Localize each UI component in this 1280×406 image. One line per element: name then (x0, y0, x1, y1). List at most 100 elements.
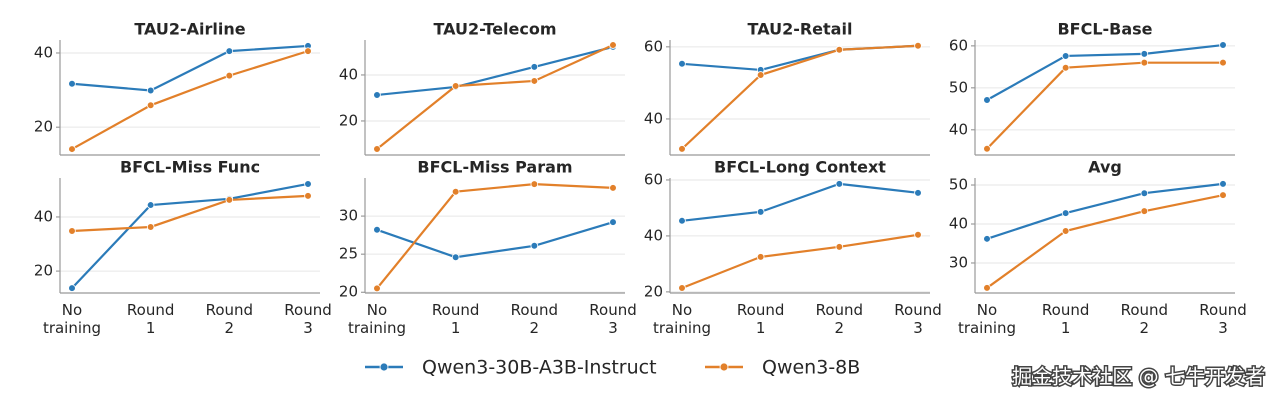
watermark: 掘金技术社区 @ 七牛开发者 (1012, 365, 1265, 389)
point (1219, 191, 1227, 199)
y-tick-label: 40 (644, 109, 663, 127)
point (68, 284, 76, 292)
point (451, 82, 460, 90)
point (1061, 209, 1070, 217)
point (68, 79, 76, 88)
point (1219, 58, 1227, 67)
x-tick-label: Round 1 (1042, 301, 1089, 337)
series-line (71, 182, 309, 289)
series-line (986, 182, 1224, 240)
point (1140, 189, 1149, 198)
x-tick-label: Round 3 (284, 301, 331, 337)
chart-title: Avg (1088, 158, 1122, 177)
x-tick-label: Round 3 (894, 301, 941, 337)
point (678, 145, 686, 153)
y-tick-label: 50 (949, 176, 968, 194)
point (983, 144, 991, 153)
point (756, 208, 765, 216)
legend-label: Qwen3-8B (762, 357, 860, 379)
point (914, 41, 922, 50)
point (68, 145, 76, 153)
point (530, 241, 539, 250)
series-line (376, 182, 614, 290)
chart-title: BFCL-Miss Func (120, 158, 260, 177)
point (451, 187, 460, 196)
point (146, 101, 155, 110)
y-tick-label: 30 (339, 207, 358, 225)
y-tick-label: 40 (34, 43, 53, 61)
series-line (986, 43, 1224, 101)
y-tick-label: 25 (339, 245, 358, 263)
point (373, 284, 381, 293)
series-line (376, 44, 614, 150)
y-tick-label: 20 (34, 262, 53, 280)
point (225, 47, 234, 55)
point (373, 91, 381, 99)
point (304, 180, 312, 188)
point (983, 96, 991, 104)
point (1140, 58, 1149, 67)
y-tick-label: 20 (34, 118, 53, 136)
series-line (681, 44, 919, 72)
point (451, 253, 460, 262)
point (835, 180, 844, 188)
point (609, 218, 617, 226)
chart-title: BFCL-Miss Param (417, 158, 572, 177)
point (609, 184, 617, 192)
point (530, 77, 539, 85)
x-tick-label: Round 3 (1199, 301, 1246, 337)
point (530, 63, 539, 71)
point (609, 41, 617, 49)
y-tick-label: 40 (34, 207, 53, 225)
point (756, 253, 765, 261)
point (914, 189, 922, 197)
legend-marker (719, 362, 729, 372)
x-tick-label: Round 2 (511, 301, 558, 337)
series-line (986, 194, 1224, 289)
point (146, 201, 155, 209)
chart-title: TAU2-Airline (134, 20, 245, 39)
y-tick-label: 20 (339, 111, 358, 129)
x-tick-label: No training (653, 301, 711, 337)
point (225, 71, 234, 80)
y-tick-label: 40 (339, 65, 358, 83)
series-line (376, 221, 614, 259)
y-tick-label: 20 (644, 282, 663, 300)
point (1219, 41, 1227, 49)
series-line (376, 45, 614, 97)
y-tick-label: 40 (949, 215, 968, 233)
x-tick-label: Round 3 (589, 301, 636, 337)
y-tick-label: 40 (949, 120, 968, 138)
point (678, 217, 686, 225)
point (146, 223, 155, 231)
point (1061, 227, 1070, 235)
series-line (71, 194, 309, 233)
chart-title: TAU2-Retail (748, 20, 853, 39)
series-line (71, 50, 309, 151)
point (304, 47, 312, 55)
x-tick-label: Round 1 (432, 301, 479, 337)
point (1140, 50, 1149, 58)
point (983, 284, 991, 292)
point (678, 59, 686, 68)
point (756, 71, 765, 79)
point (304, 192, 312, 200)
point (1061, 63, 1070, 72)
y-tick-label: 60 (644, 170, 663, 188)
x-tick-label: No training (43, 301, 101, 337)
x-tick-label: Round 1 (127, 301, 174, 337)
y-tick-label: 50 (949, 78, 968, 96)
point (1140, 207, 1149, 215)
series-line (681, 182, 919, 222)
point (835, 243, 844, 251)
x-tick-label: No training (348, 301, 406, 337)
point (373, 225, 381, 234)
y-tick-label: 40 (644, 226, 663, 244)
x-tick-label: Round 2 (206, 301, 253, 337)
x-tick-label: Round 2 (816, 301, 863, 337)
point (1219, 180, 1227, 188)
chart-title: BFCL-Base (1057, 20, 1152, 39)
point (835, 45, 844, 54)
point (530, 180, 539, 188)
